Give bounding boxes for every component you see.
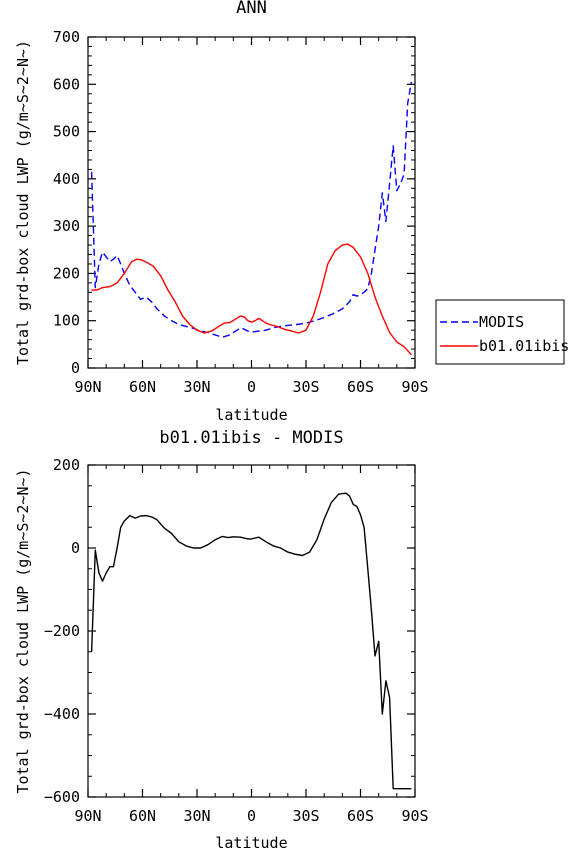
panel-top: ANN 0 100 200 300 400 500 600 700 90N 60N 30N 0 30S 60… [14, 0, 569, 424]
y-tick-label: 200 [53, 264, 80, 282]
legend-label: MODIS [479, 313, 524, 331]
y-tick-label: −400 [44, 705, 80, 723]
x-axis-label: latitude [215, 834, 287, 851]
y-tick-label: −600 [44, 788, 80, 806]
y-axis-label: Total grd-box cloud LWP (g/m~S~2~N~) [14, 40, 32, 365]
y-tick-label: 200 [53, 456, 80, 474]
legend-label: b01.01ibis [479, 337, 569, 355]
y-tick-label: 300 [53, 217, 80, 235]
x-tick-label: 90N [74, 807, 101, 825]
x-tick-label: 30N [183, 807, 210, 825]
legend-box [435, 299, 565, 365]
plot-frame [87, 36, 416, 369]
y-tick-label: 600 [53, 75, 80, 93]
y-tick-label: −200 [44, 622, 80, 640]
x-tick-label: 90S [401, 378, 428, 396]
y-tick-label: 700 [53, 28, 80, 46]
x-tick-label: 60S [347, 807, 374, 825]
x-tick-label: 0 [247, 378, 256, 396]
x-axis-label: latitude [215, 406, 287, 424]
x-tick-label: 0 [247, 807, 256, 825]
y-tick-label: 0 [71, 359, 80, 377]
panel-bottom: b01.01ibis - MODIS −600 −400 −200 0 200 90N 60N… [14, 428, 429, 851]
chart-title: ANN [236, 0, 267, 18]
y-tick-label: 400 [53, 170, 80, 188]
y-tick-label: 100 [53, 312, 80, 330]
series-line-b01-01ibis [91, 243, 412, 356]
x-tick-label: 30S [292, 807, 319, 825]
x-tick-label: 90S [401, 807, 428, 825]
x-tick-label: 30S [292, 378, 319, 396]
legend: MODIS b01.01ibis [435, 299, 569, 365]
x-tick-label: 30N [183, 378, 210, 396]
y-tick-label: 500 [53, 123, 80, 141]
x-tick-label: 60N [129, 378, 156, 396]
series-line-difference [90, 492, 412, 790]
x-tick-label: 60S [347, 378, 374, 396]
series-line-modis [90, 81, 413, 338]
chart-title: b01.01ibis - MODIS [159, 428, 343, 448]
y-axis-label: Total grd-box cloud LWP (g/m~S~2~N~) [14, 468, 32, 793]
x-tick-label: 90N [74, 378, 101, 396]
y-tick-label: 0 [71, 539, 80, 557]
x-tick-label: 60N [129, 807, 156, 825]
plot-frame [87, 464, 416, 798]
